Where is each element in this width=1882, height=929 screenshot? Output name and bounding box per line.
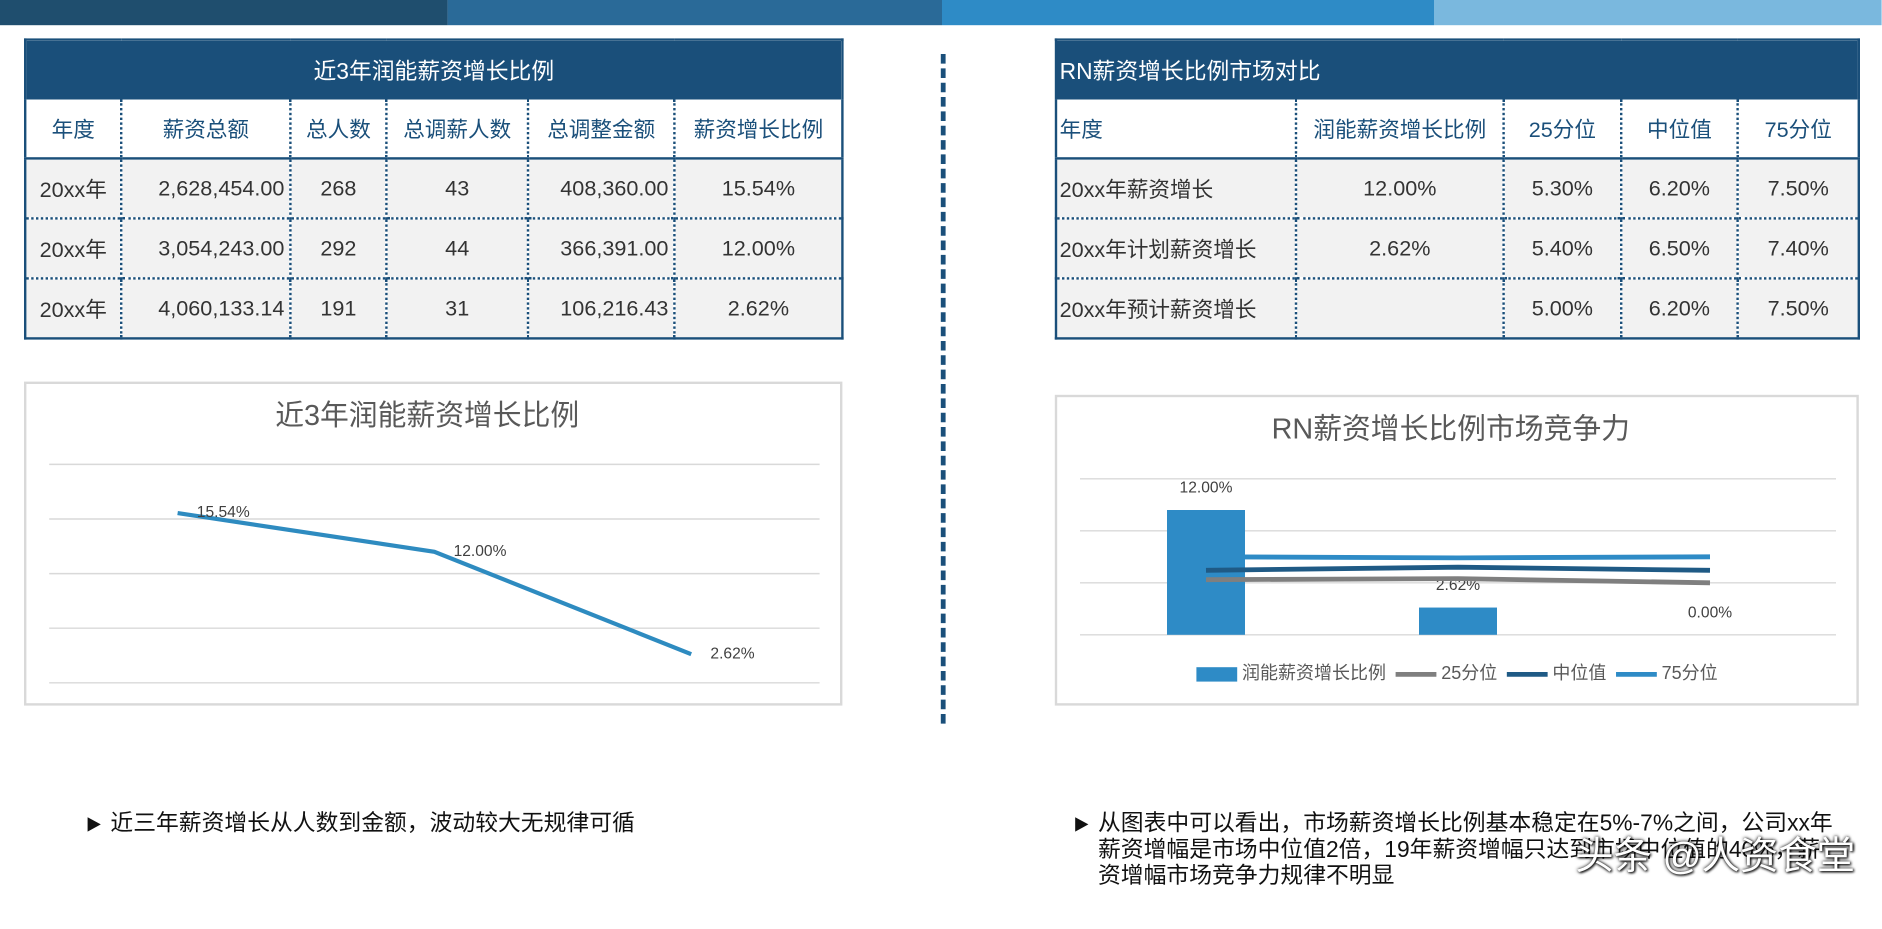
header-row: 年度 润能薪资增长比例 25分位 中位值 75分位 xyxy=(1056,99,1859,160)
line xyxy=(1205,576,1711,586)
header-cell: 总调整金额 xyxy=(526,99,675,160)
note: 近三年薪资增长从人数到金额，波动较大无规律可循 xyxy=(87,811,830,837)
top-bar xyxy=(1434,0,1882,26)
title-row: 近3年润能薪资增长比例 xyxy=(25,39,843,100)
watermark: 头条 @人资食堂 xyxy=(1575,834,1856,878)
table-cell: 20xx年预计薪资增长 xyxy=(1056,277,1296,339)
table-cell: 20xx年 xyxy=(25,217,122,279)
legend-label: 75分位 xyxy=(1662,663,1718,683)
data-label: 2.62% xyxy=(710,645,754,662)
table-cell: 20xx年 xyxy=(25,277,122,339)
data-label: 2.62% xyxy=(1436,577,1480,594)
header-cell: 薪资增长比例 xyxy=(673,99,843,160)
header-cell: 年度 xyxy=(1056,99,1296,160)
table-cell: 31 xyxy=(385,277,528,339)
divider xyxy=(940,54,946,724)
data-label: 12.00% xyxy=(1180,480,1233,497)
table-cell: 408,360.00 xyxy=(526,157,675,219)
chart-title: RN薪资增长比例市场竞争力 xyxy=(1272,413,1630,445)
table-row: 20xx年预计薪资增长 5.00% 6.20% 7.50% xyxy=(1056,277,1859,339)
table-cell: 43 xyxy=(385,157,528,219)
legend-label: 25分位 xyxy=(1441,663,1497,683)
table-title: 近3年润能薪资增长比例 xyxy=(25,39,843,100)
table-title: RN薪资增长比例市场对比 xyxy=(1056,39,1859,100)
chart: 近3年润能薪资增长比例 15.54% 12.00% 2.62% xyxy=(49,400,820,684)
header-cell: 总人数 xyxy=(289,99,387,160)
bar xyxy=(1167,510,1245,635)
table-right: RN薪资增长比例市场对比 年度 润能薪资增长比例 25分位 中位值 75分位 20xx年薪资… xyxy=(1054,38,1861,340)
top-bar xyxy=(0,0,448,26)
table-row: 20xx年薪资增长 12.00% 5.30% 6.20% 7.50% xyxy=(1056,157,1859,219)
table-cell: 7.50% xyxy=(1736,157,1859,219)
data-label: 15.54% xyxy=(197,504,250,521)
header-cell: 75分位 xyxy=(1736,99,1859,160)
table-row: 20xx年 4,060,133.14 191 31 106,216.43 2.62% xyxy=(25,277,843,339)
table-cell: 12.00% xyxy=(673,217,843,279)
chart-title: 近3年润能薪资增长比例 xyxy=(275,400,579,432)
table-cell: 2.62% xyxy=(673,277,843,339)
chart: RN薪资增长比例市场竞争力 12.00% 2.62% 0.00% 润能薪资增长比例 25分… xyxy=(1080,413,1837,683)
data-label: 12.00% xyxy=(454,543,507,560)
chart-box: 近3年润能薪资增长比例 15.54% 12.00% 2.62% xyxy=(24,381,843,706)
header-cell: 总调薪人数 xyxy=(385,99,528,160)
table-cell: 366,391.00 xyxy=(526,217,675,279)
table-cell: 6.20% xyxy=(1620,277,1738,339)
legend-label: 润能薪资增长比例 xyxy=(1242,663,1386,683)
table-cell: 3,054,243.00 xyxy=(120,217,291,279)
table-cell: 20xx年 xyxy=(25,157,122,219)
line xyxy=(1205,554,1711,561)
table-cell: 6.20% xyxy=(1620,157,1738,219)
line xyxy=(1205,564,1711,573)
table-cell: 2,628,454.00 xyxy=(120,157,291,219)
table-row: 20xx年 2,628,454.00 268 43 408,360.00 15.54% xyxy=(25,157,843,219)
header-cell: 薪资总额 xyxy=(120,99,291,160)
header-cell: 25分位 xyxy=(1502,99,1622,160)
table-cell: 5.00% xyxy=(1502,277,1622,339)
data-label: 0.00% xyxy=(1688,604,1732,621)
table-row: 20xx年计划薪资增长 2.62% 5.40% 6.50% 7.40% xyxy=(1056,217,1859,279)
table-cell: 7.50% xyxy=(1736,277,1859,339)
header-cell: 润能薪资增长比例 xyxy=(1294,99,1504,160)
note: 从图表中可以看出，市场薪资增长比例基本稳定在5%-7%之间，公司xx年薪资增幅是… xyxy=(1075,811,1842,890)
table-cell: 20xx年计划薪资增长 xyxy=(1056,217,1296,279)
title-row: RN薪资增长比例市场对比 xyxy=(1056,39,1859,100)
table-row: 20xx年 3,054,243.00 292 44 366,391.00 12.00% xyxy=(25,217,843,279)
table-cell: 5.30% xyxy=(1502,157,1622,219)
table-cell: 15.54% xyxy=(673,157,843,219)
table-cell: 20xx年薪资增长 xyxy=(1056,157,1296,219)
table-cell: 191 xyxy=(289,277,387,339)
chart-box: RN薪资增长比例市场竞争力 12.00% 2.62% 0.00% 润能薪资增长比例 25分… xyxy=(1054,394,1859,706)
table-cell: 2.62% xyxy=(1294,217,1504,279)
legend-label: 中位值 xyxy=(1552,663,1606,683)
table-cell: 6.50% xyxy=(1620,217,1738,279)
header-cell: 年度 xyxy=(25,99,122,160)
table-cell: 5.40% xyxy=(1502,217,1622,279)
legend-swatch xyxy=(1196,667,1238,682)
header-cell: 中位值 xyxy=(1620,99,1738,160)
table-cell: 292 xyxy=(289,217,387,279)
header-row: 年度 薪资总额 总人数 总调薪人数 总调整金额 薪资增长比例 xyxy=(25,99,843,160)
table-cell: 7.40% xyxy=(1736,217,1859,279)
table-cell: 268 xyxy=(289,157,387,219)
table-cell xyxy=(1294,277,1504,339)
top-bar xyxy=(942,0,1434,26)
bar xyxy=(1419,607,1497,635)
table-cell: 12.00% xyxy=(1294,157,1504,219)
line xyxy=(177,511,692,657)
top-bar xyxy=(447,0,943,26)
table-cell: 4,060,133.14 xyxy=(120,277,291,339)
table-cell: 44 xyxy=(385,217,528,279)
table-left: 近3年润能薪资增长比例 年度 薪资总额 总人数 总调薪人数 总调整金额 薪资增长比例 20xx… xyxy=(24,38,844,340)
table-cell: 106,216.43 xyxy=(526,277,675,339)
